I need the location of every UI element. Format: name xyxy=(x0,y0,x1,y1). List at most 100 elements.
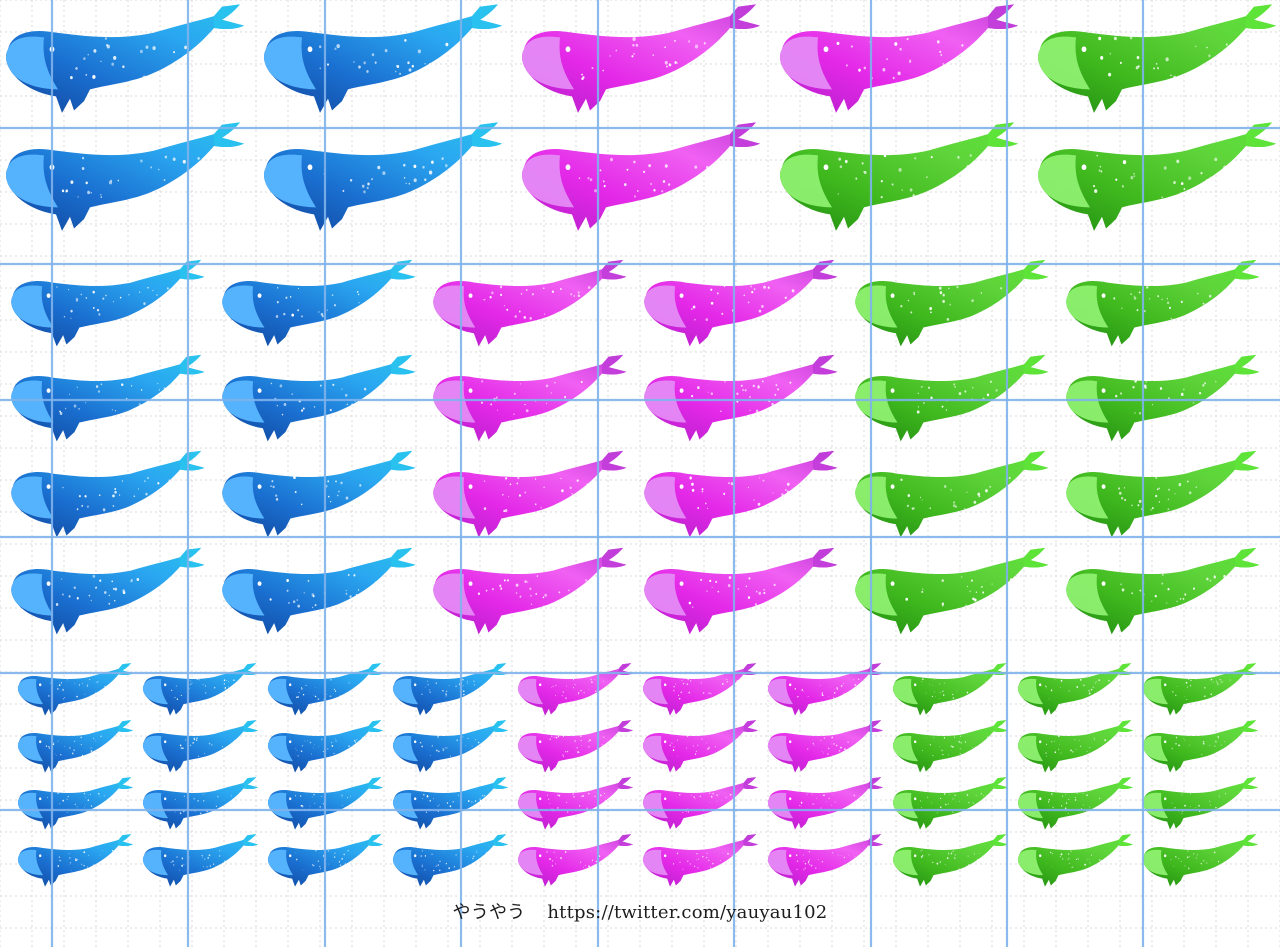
whale-sticker-green xyxy=(1141,776,1259,833)
sparkle-dots xyxy=(477,575,588,608)
sparkle-dots xyxy=(1098,36,1228,81)
whale-eye xyxy=(823,46,829,53)
whale-tail xyxy=(1118,777,1134,790)
whale-body xyxy=(142,834,259,887)
whale-belly xyxy=(11,380,54,423)
whale-eye xyxy=(257,388,262,393)
sparkle-dots xyxy=(323,157,449,198)
whale-belly xyxy=(264,36,316,90)
whale-body xyxy=(1038,4,1276,113)
whale-tail xyxy=(1118,720,1134,733)
whale-sticker-magenta xyxy=(766,719,884,776)
whale-sticker-blue xyxy=(141,719,259,776)
sparkle-dots xyxy=(1172,678,1237,701)
whale-eye xyxy=(539,683,542,687)
whale-tail xyxy=(618,777,634,790)
whale-tail xyxy=(493,777,509,790)
whale-belly xyxy=(1142,735,1169,762)
whale-eye xyxy=(468,293,473,298)
whale-eye xyxy=(539,740,542,744)
whale-eye xyxy=(46,581,51,586)
whale-belly xyxy=(1017,849,1044,876)
whale-sticker-blue xyxy=(141,833,259,890)
whale-belly xyxy=(392,792,419,819)
sparkle-dots xyxy=(922,735,989,757)
whale-belly xyxy=(17,849,44,876)
whale-tail xyxy=(813,259,838,280)
whale-eye xyxy=(789,854,792,858)
whale-body xyxy=(6,122,244,231)
whale-tail xyxy=(118,663,134,676)
whale-sticker-magenta xyxy=(516,719,634,776)
whale-sticker-magenta xyxy=(430,546,628,640)
sparkle-dots xyxy=(1045,735,1113,757)
whale-tail xyxy=(243,663,259,676)
whale-tail xyxy=(618,720,634,733)
sparkle-dots xyxy=(421,678,485,699)
whale-tail xyxy=(868,720,884,733)
whale-body xyxy=(142,663,259,716)
whale-body xyxy=(767,720,884,773)
whale-sticker-blue xyxy=(219,353,417,447)
whale-belly xyxy=(142,678,169,705)
whale-eye xyxy=(39,740,42,744)
whale-belly xyxy=(222,380,265,423)
whale-sticker-green xyxy=(891,719,1009,776)
whale-sticker-magenta xyxy=(518,120,762,238)
whale-tail xyxy=(993,720,1009,733)
whale-belly xyxy=(642,849,669,876)
whale-belly xyxy=(522,154,574,208)
whale-body xyxy=(517,720,634,773)
sparkle-dots xyxy=(319,38,461,79)
whale-eye xyxy=(46,293,51,298)
whale-tail xyxy=(993,663,1009,676)
whale-eye xyxy=(1101,484,1106,489)
sparkle-dots xyxy=(483,285,591,320)
whale-tail xyxy=(391,547,416,568)
credit-url: https://twitter.com/yauyau102 xyxy=(547,902,828,923)
whale-belly xyxy=(517,849,544,876)
whale-belly xyxy=(767,678,794,705)
whale-belly xyxy=(1142,678,1169,705)
whale-belly xyxy=(392,849,419,876)
whale-eye xyxy=(914,683,917,687)
whale-belly xyxy=(644,476,687,519)
whale-tail xyxy=(602,547,627,568)
whale-tail xyxy=(602,354,627,375)
whale-belly xyxy=(780,36,832,90)
sparkle-dots xyxy=(295,736,363,757)
whale-belly xyxy=(433,380,476,423)
whale-eye xyxy=(414,740,417,744)
whale-body xyxy=(1142,834,1259,887)
whale-body xyxy=(392,777,509,830)
whale-tail xyxy=(743,720,759,733)
whale-sticker-blue xyxy=(260,120,504,238)
sparkle-dots xyxy=(1092,154,1227,199)
whale-tail xyxy=(813,450,838,471)
whale-belly xyxy=(267,849,294,876)
whale-body xyxy=(767,834,884,887)
whale-eye xyxy=(664,683,667,687)
whale-tail xyxy=(243,777,259,790)
whale-belly xyxy=(142,735,169,762)
whale-eye xyxy=(539,797,542,801)
whale-belly xyxy=(1017,678,1044,705)
whale-tail xyxy=(472,4,502,30)
whale-body xyxy=(855,450,1049,538)
whale-belly xyxy=(433,285,476,328)
whale-body xyxy=(855,547,1049,635)
whale-sticker-blue xyxy=(16,719,134,776)
whale-sticker-green xyxy=(776,120,1020,238)
whale-sticker-blue xyxy=(266,776,384,833)
whale-eye xyxy=(468,581,473,586)
sparkle-dots xyxy=(921,678,987,700)
sparkle-dots xyxy=(269,573,378,609)
whale-sticker-blue xyxy=(16,662,134,719)
sparkle-dots xyxy=(55,574,166,606)
whale-eye xyxy=(164,740,167,744)
whale-belly xyxy=(222,476,265,519)
whale-body xyxy=(11,354,205,442)
whale-belly xyxy=(517,735,544,762)
whale-body xyxy=(1038,122,1276,231)
whale-belly xyxy=(392,678,419,705)
